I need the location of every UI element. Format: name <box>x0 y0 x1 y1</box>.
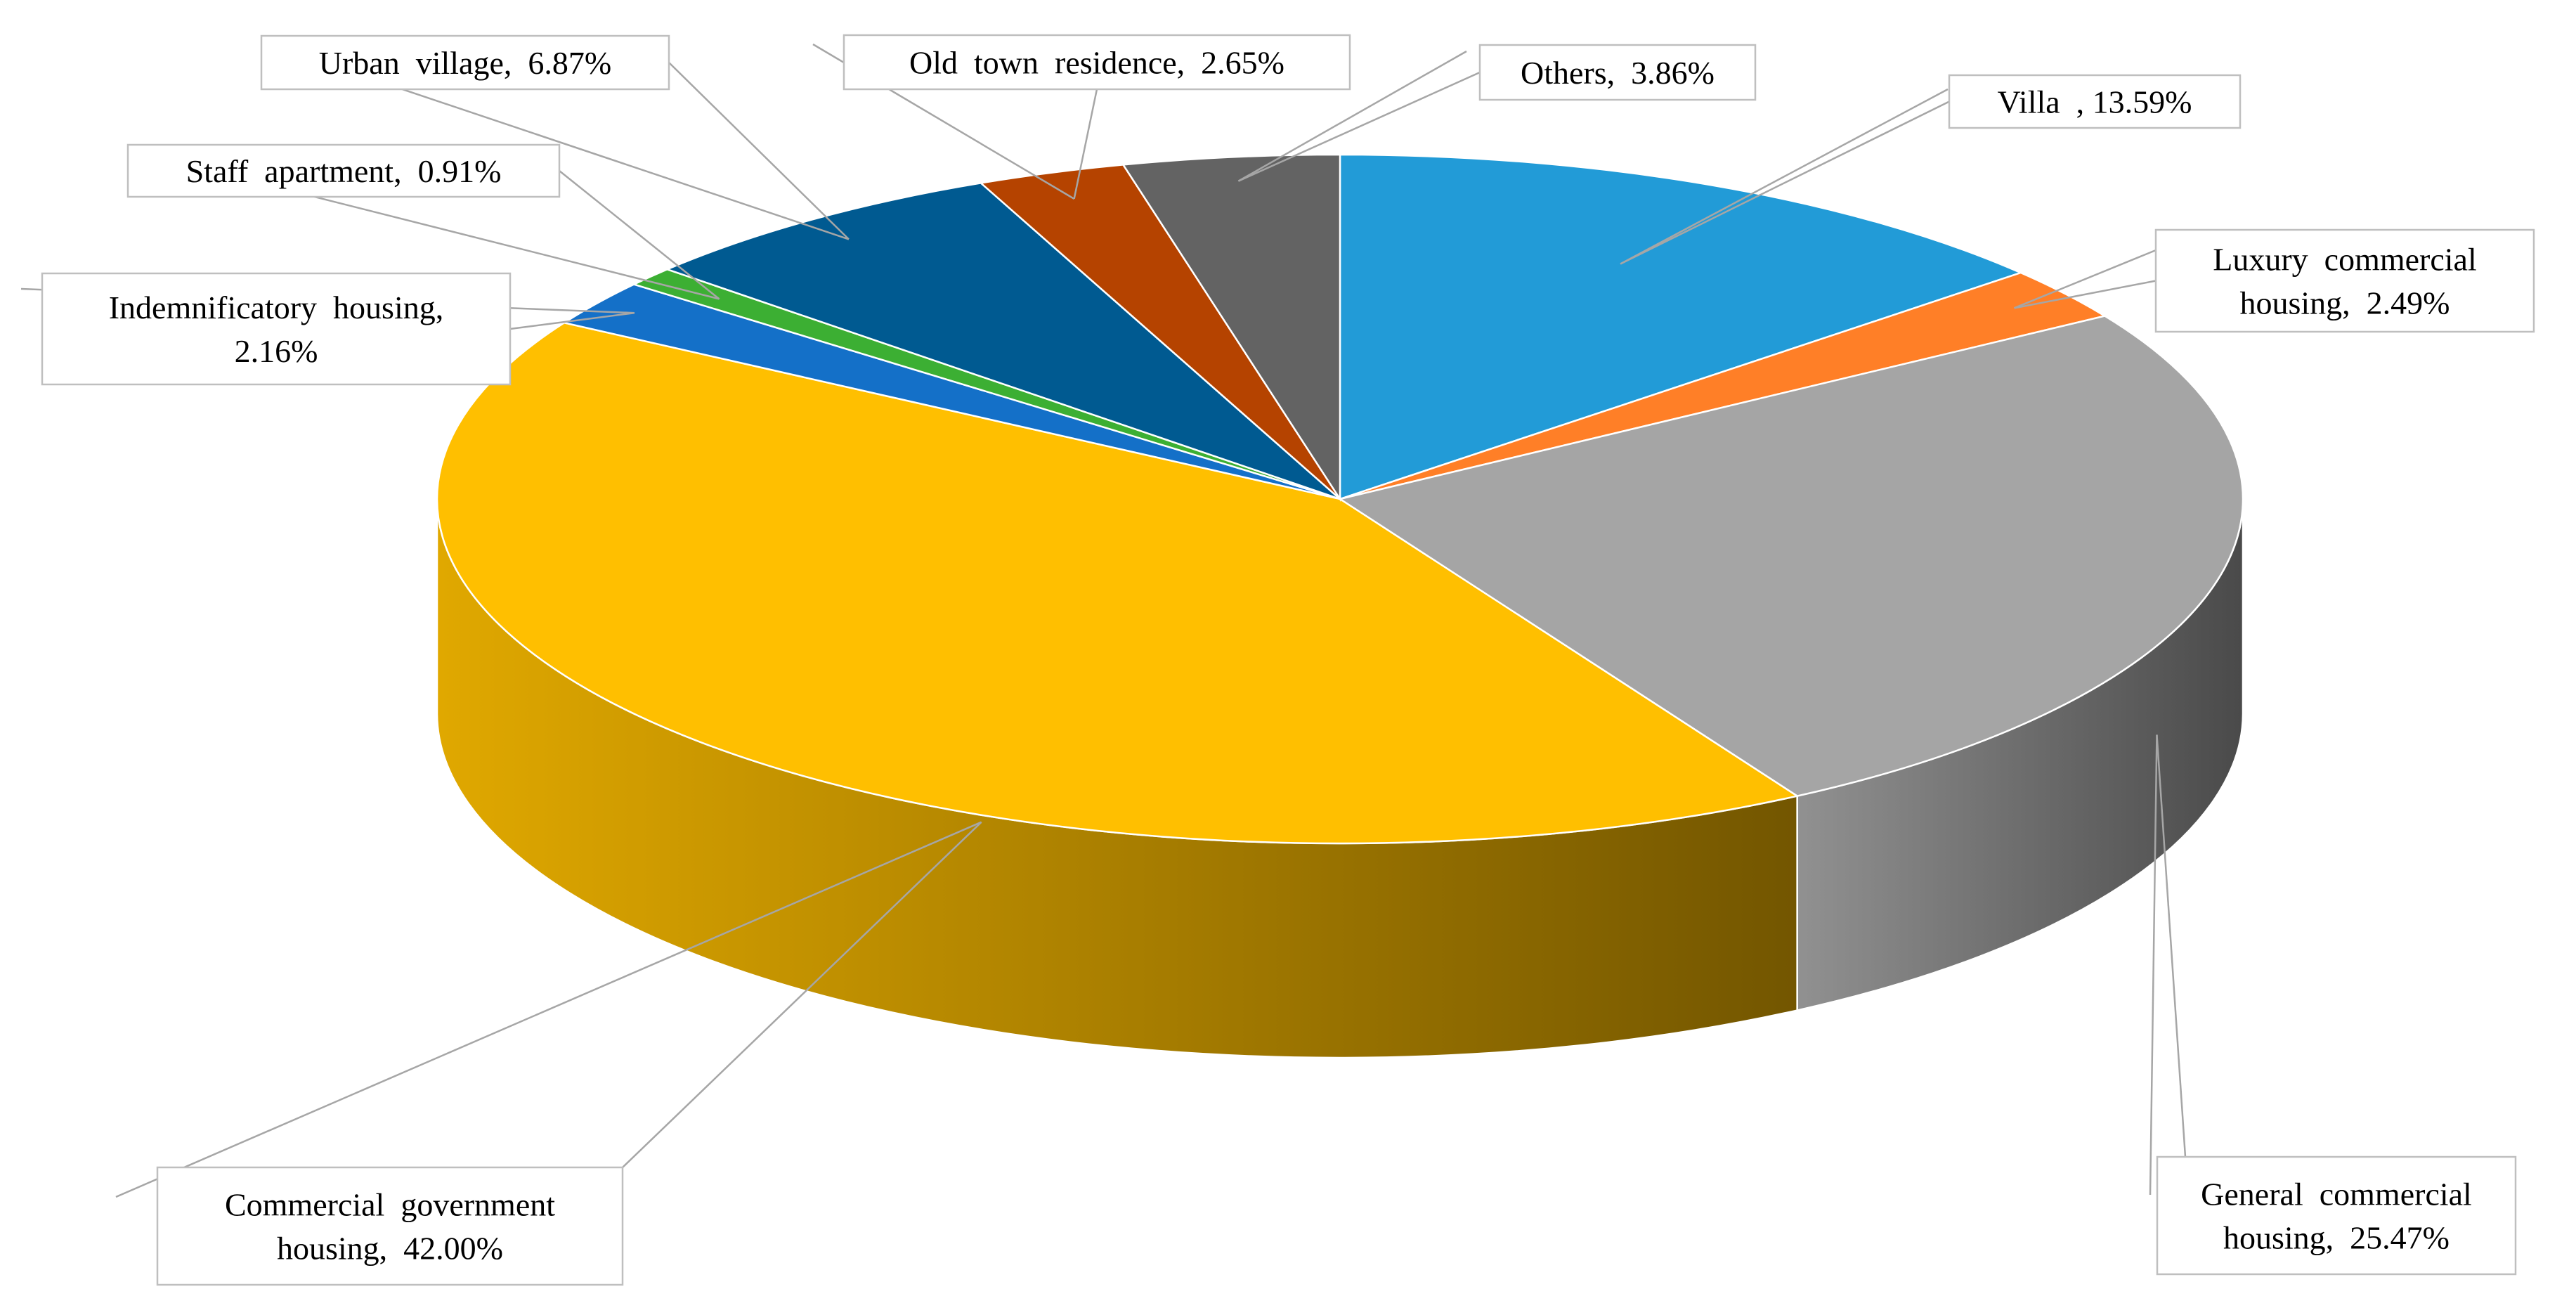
data-label-text: Staff apartment, 0.91% <box>186 153 502 189</box>
label-leaders <box>20 43 2187 1198</box>
data-label-text: Luxury commercial <box>2213 242 2477 278</box>
leader-ext-general-commercial-housing <box>2149 734 2158 1196</box>
pie-slice-urban-village <box>665 182 1341 500</box>
leader-line-luxury-commercial-housing <box>2014 280 2157 309</box>
data-label-text: housing, 25.47% <box>2223 1220 2450 1256</box>
data-label-general-commercial-housing: General commercial housing, 25.47% <box>2156 1155 2517 1276</box>
data-label-text: Villa , 13.59% <box>1997 84 2192 120</box>
data-label-urban-village: Urban village, 6.87% <box>260 34 670 91</box>
data-label-box <box>2156 1155 2517 1276</box>
leader-line-commercial-government-housing <box>622 821 982 1168</box>
data-label-text: Indemnificatory housing, <box>109 290 444 325</box>
data-label-box <box>41 272 512 386</box>
data-label-text: 2.16% <box>235 333 318 369</box>
data-label-staff-apartment: Staff apartment, 0.91% <box>126 143 561 198</box>
leader-line-indemnificatory-housing <box>509 311 635 330</box>
leader-line-staff-apartment <box>559 170 720 300</box>
leader-line-urban-village <box>668 62 850 240</box>
data-label-box <box>1478 44 1757 101</box>
leader-line-villa <box>1620 101 1950 265</box>
leader-ext-villa <box>1620 88 1949 265</box>
leader-line-old-town-residence <box>1073 89 1098 200</box>
data-label-text: Urban village, 6.87% <box>319 45 611 81</box>
data-label-indemnificatory-housing: Indemnificatory housing, 2.16% <box>41 272 512 386</box>
data-label-others: Others, 3.86% <box>1478 44 1757 101</box>
pie-slice-general-commercial-housing <box>1337 315 2244 797</box>
leader-ext-others <box>1237 50 1467 182</box>
data-labels: Villa , 13.59% Luxury commercial housing, … <box>41 34 2535 1286</box>
data-label-villa: Villa , 13.59% <box>1948 74 2242 129</box>
pie-tops <box>436 153 2244 845</box>
data-label-text: housing, 2.49% <box>2240 285 2450 321</box>
leader-ext-luxury-commercial-housing <box>2014 249 2157 309</box>
data-label-box <box>260 34 670 91</box>
data-label-text: Old town residence, 2.65% <box>909 45 1284 81</box>
data-label-old-town-residence: Old town residence, 2.65% <box>843 34 1351 91</box>
data-label-text: housing, 42.00% <box>277 1231 503 1267</box>
pie-slice-commercial-government-housing <box>436 321 1800 845</box>
data-label-box <box>2154 228 2535 333</box>
data-label-commercial-government-housing: Commercial government housing, 42.00% <box>156 1166 624 1286</box>
pie-slice-villa <box>1339 153 2024 500</box>
leader-ext-commercial-government-housing <box>115 821 982 1198</box>
data-label-text: Others, 3.86% <box>1521 55 1715 91</box>
data-label-box <box>843 34 1351 91</box>
data-label-box <box>126 143 561 198</box>
data-label-luxury-commercial-housing: Luxury commercial housing, 2.49% <box>2154 228 2535 333</box>
data-label-box <box>156 1166 624 1286</box>
leader-line-general-commercial-housing <box>2156 734 2187 1158</box>
data-label-text: Commercial government <box>225 1187 555 1223</box>
data-label-text: General commercial <box>2201 1177 2472 1212</box>
leader-line-others <box>1237 71 1481 182</box>
data-label-box <box>1948 74 2242 129</box>
pie-slice-others <box>1121 153 1341 503</box>
